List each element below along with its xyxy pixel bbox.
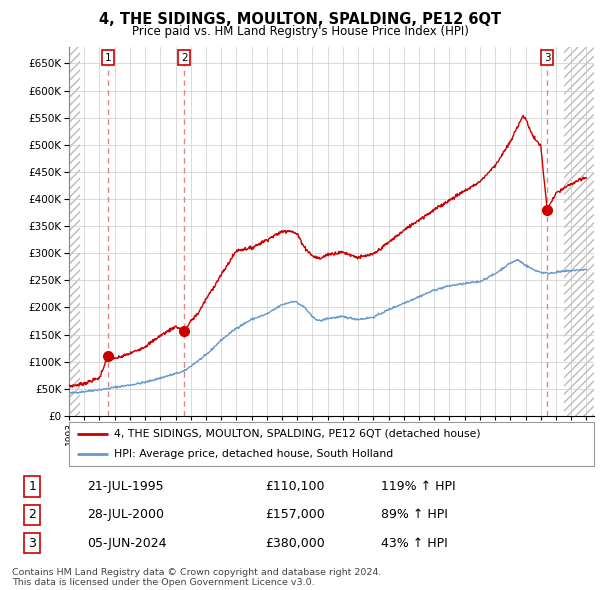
FancyBboxPatch shape bbox=[69, 422, 594, 466]
Text: £110,100: £110,100 bbox=[265, 480, 325, 493]
Text: 89% ↑ HPI: 89% ↑ HPI bbox=[380, 508, 448, 522]
Bar bbox=[69, 47, 80, 416]
Text: 43% ↑ HPI: 43% ↑ HPI bbox=[380, 536, 448, 549]
Text: Price paid vs. HM Land Registry's House Price Index (HPI): Price paid vs. HM Land Registry's House … bbox=[131, 25, 469, 38]
Text: Contains HM Land Registry data © Crown copyright and database right 2024.
This d: Contains HM Land Registry data © Crown c… bbox=[12, 568, 382, 587]
Text: £380,000: £380,000 bbox=[265, 536, 325, 549]
Text: 28-JUL-2000: 28-JUL-2000 bbox=[87, 508, 164, 522]
Text: 1: 1 bbox=[28, 480, 36, 493]
Text: 4, THE SIDINGS, MOULTON, SPALDING, PE12 6QT: 4, THE SIDINGS, MOULTON, SPALDING, PE12 … bbox=[99, 12, 501, 27]
Text: 3: 3 bbox=[544, 53, 550, 63]
Text: 05-JUN-2024: 05-JUN-2024 bbox=[87, 536, 166, 549]
Text: 2: 2 bbox=[181, 53, 188, 63]
Text: 1: 1 bbox=[104, 53, 111, 63]
Text: 119% ↑ HPI: 119% ↑ HPI bbox=[380, 480, 455, 493]
Text: £157,000: £157,000 bbox=[265, 508, 325, 522]
Text: 3: 3 bbox=[28, 536, 36, 549]
Text: 2: 2 bbox=[28, 508, 36, 522]
Text: 21-JUL-1995: 21-JUL-1995 bbox=[87, 480, 164, 493]
Text: HPI: Average price, detached house, South Holland: HPI: Average price, detached house, Sout… bbox=[113, 449, 393, 459]
Text: 4, THE SIDINGS, MOULTON, SPALDING, PE12 6QT (detached house): 4, THE SIDINGS, MOULTON, SPALDING, PE12 … bbox=[113, 429, 480, 439]
Bar bbox=[563, 47, 594, 416]
